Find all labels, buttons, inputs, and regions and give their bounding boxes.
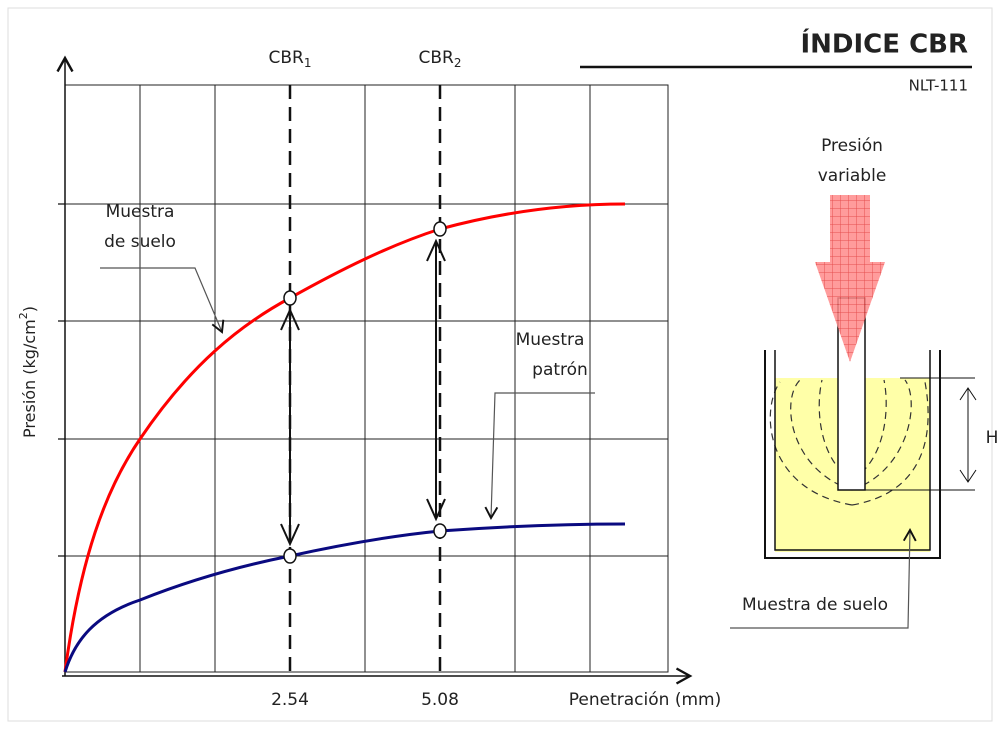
standard: NLT-111	[909, 77, 968, 95]
curve-label: patrón	[532, 360, 588, 380]
y-axis-label: Presión (kg/cm2)	[17, 306, 39, 438]
sample-label: Muestra de suelo	[742, 595, 888, 615]
title: ÍNDICE CBR	[800, 28, 968, 60]
x-tick-label: 2.54	[271, 690, 309, 710]
height-label: H	[986, 428, 999, 448]
curve-label: de suelo	[104, 232, 176, 252]
x-axis-label: Penetración (mm)	[569, 690, 721, 710]
curve-label: Muestra	[516, 330, 585, 350]
x-tick-label: 5.08	[421, 690, 459, 710]
pressure-label: Presión	[821, 136, 883, 156]
curve-label: Muestra	[106, 202, 175, 222]
diagram: ÍNDICE CBR NLT-111 CBR1 CBR2 Presión (kg…	[0, 0, 1000, 729]
pressure-label: variable	[818, 166, 887, 186]
